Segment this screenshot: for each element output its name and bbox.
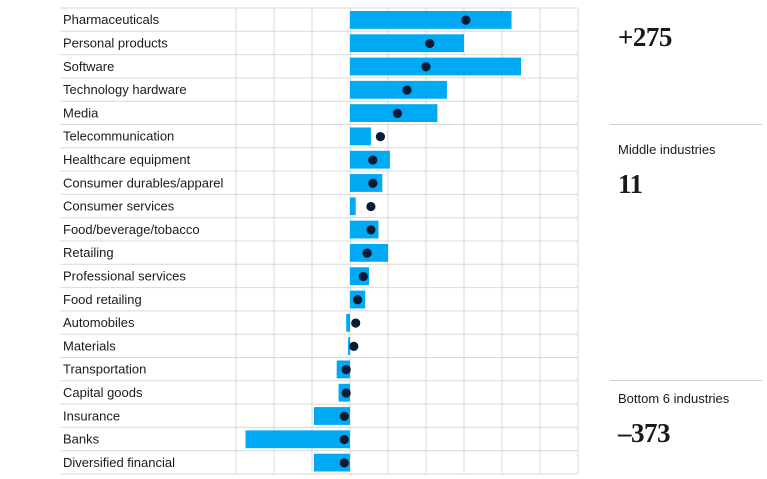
divider-top bbox=[610, 124, 762, 125]
dot-marker bbox=[461, 15, 471, 25]
dot-marker bbox=[353, 295, 363, 305]
category-row: Retailing bbox=[63, 244, 388, 262]
category-row: Media bbox=[63, 104, 438, 122]
bar bbox=[350, 127, 371, 146]
bar bbox=[348, 337, 351, 355]
divider-bottom bbox=[610, 380, 762, 381]
dot-marker bbox=[351, 318, 361, 328]
category-row: Diversified financial bbox=[63, 453, 350, 472]
category-row: Telecommunication bbox=[63, 127, 385, 146]
category-label: Professional services bbox=[63, 268, 186, 283]
category-label: Insurance bbox=[63, 408, 120, 423]
category-row: Technology hardware bbox=[63, 80, 447, 99]
bar bbox=[245, 430, 350, 449]
category-label: Capital goods bbox=[63, 385, 143, 400]
category-row: Materials bbox=[63, 337, 359, 355]
bar bbox=[350, 174, 383, 192]
bar bbox=[313, 453, 350, 472]
category-label: Automobiles bbox=[63, 315, 135, 330]
category-row: Software bbox=[63, 57, 521, 76]
dot-marker bbox=[339, 434, 349, 445]
category-label: Healthcare equipment bbox=[63, 152, 191, 167]
bar bbox=[350, 80, 447, 99]
bar bbox=[346, 313, 350, 332]
dot-marker bbox=[368, 155, 378, 165]
dot-marker bbox=[339, 458, 349, 468]
dot-marker bbox=[341, 365, 351, 375]
category-label: Consumer services bbox=[63, 199, 175, 214]
category-row: Consumer services bbox=[63, 197, 376, 216]
bar bbox=[350, 11, 512, 29]
middle-industries-panel: Middle industries 11 bbox=[618, 142, 763, 200]
category-row: Banks bbox=[63, 430, 350, 449]
category-label: Retailing bbox=[63, 245, 114, 260]
top-industries-panel: +275 bbox=[618, 22, 763, 53]
dot-marker bbox=[362, 248, 372, 258]
category-row: Personal products bbox=[63, 34, 464, 53]
bottom-industries-panel: Bottom 6 industries –373 bbox=[618, 391, 763, 449]
bottom-industries-value: –373 bbox=[618, 418, 671, 448]
category-row: Automobiles bbox=[63, 313, 361, 332]
gridlines bbox=[60, 7, 579, 475]
dot-marker bbox=[366, 225, 376, 235]
category-row: Pharmaceuticals bbox=[63, 11, 512, 29]
dot-marker bbox=[368, 178, 378, 188]
category-label: Pharmaceuticals bbox=[63, 12, 160, 27]
category-label: Materials bbox=[63, 338, 116, 353]
category-row: Professional services bbox=[63, 267, 369, 286]
dot-marker bbox=[402, 85, 412, 95]
dot-marker bbox=[358, 271, 368, 282]
bar bbox=[313, 407, 350, 425]
bar-chart: Pharmaceuticals Personal products Software… bbox=[60, 7, 579, 475]
category-row: Healthcare equipment bbox=[63, 150, 390, 169]
middle-industries-value: 11 bbox=[618, 169, 643, 199]
category-label: Consumer durables/apparel bbox=[63, 175, 224, 190]
category-label: Personal products bbox=[63, 35, 168, 50]
bar bbox=[350, 57, 521, 76]
category-label: Diversified financial bbox=[63, 455, 175, 470]
bottom-industries-label: Bottom 6 industries bbox=[618, 391, 730, 406]
dot-marker bbox=[392, 108, 403, 118]
bar bbox=[350, 34, 464, 53]
category-label: Transportation bbox=[63, 362, 146, 377]
dot-marker bbox=[349, 341, 359, 351]
dot-marker bbox=[375, 132, 385, 142]
middle-industries-label: Middle industries bbox=[618, 142, 716, 157]
category-row: Consumer durables/apparel bbox=[63, 174, 383, 192]
category-label: Food/beverage/tobacco bbox=[63, 222, 200, 237]
dot-marker bbox=[341, 388, 351, 398]
category-label: Media bbox=[63, 105, 99, 120]
category-row: Insurance bbox=[63, 407, 350, 425]
category-row: Transportation bbox=[63, 360, 351, 379]
dot-marker bbox=[421, 62, 431, 72]
category-rows: Pharmaceuticals Personal products Software… bbox=[63, 11, 521, 472]
bar bbox=[350, 197, 356, 216]
category-label: Technology hardware bbox=[63, 82, 187, 97]
category-label: Telecommunication bbox=[63, 129, 174, 144]
dot-marker bbox=[425, 38, 435, 49]
category-label: Banks bbox=[63, 432, 100, 447]
category-row: Capital goods bbox=[63, 383, 351, 402]
category-label: Food retailing bbox=[63, 292, 142, 307]
category-label: Software bbox=[63, 59, 114, 74]
category-row: Food/beverage/tobacco bbox=[63, 220, 379, 239]
dot-marker bbox=[339, 411, 349, 421]
category-row: Food retailing bbox=[63, 290, 366, 309]
dot-marker bbox=[366, 201, 376, 212]
top-industries-value: +275 bbox=[618, 22, 672, 52]
